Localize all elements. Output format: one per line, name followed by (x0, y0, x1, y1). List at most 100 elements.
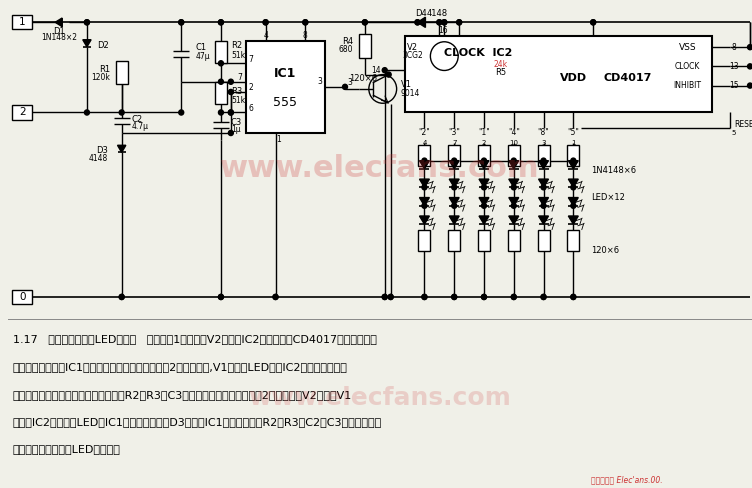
Circle shape (219, 20, 223, 25)
Text: 9014: 9014 (401, 88, 420, 98)
Text: 0: 0 (19, 292, 26, 302)
Text: D4: D4 (416, 9, 427, 18)
Circle shape (541, 203, 546, 208)
Circle shape (511, 158, 516, 163)
Text: 4.7μ: 4.7μ (132, 122, 149, 131)
Circle shape (422, 185, 427, 190)
Circle shape (747, 64, 752, 69)
Bar (478, 145, 490, 166)
Text: 47μ: 47μ (195, 52, 210, 61)
Text: 6: 6 (249, 104, 253, 113)
Circle shape (84, 110, 89, 115)
Text: www.elecfans.com: www.elecfans.com (220, 154, 540, 183)
Text: CLOCK: CLOCK (675, 62, 700, 71)
Polygon shape (538, 198, 548, 206)
Circle shape (422, 294, 427, 300)
Text: 4: 4 (422, 140, 426, 146)
Text: 4148: 4148 (427, 9, 448, 18)
Circle shape (456, 20, 462, 25)
Text: VDD: VDD (559, 73, 587, 83)
Circle shape (388, 294, 393, 300)
Circle shape (591, 20, 596, 25)
Circle shape (219, 79, 223, 84)
Text: 7: 7 (452, 140, 456, 146)
Text: 7: 7 (237, 73, 242, 82)
Polygon shape (509, 216, 519, 224)
Circle shape (571, 158, 576, 163)
Polygon shape (420, 198, 429, 206)
Polygon shape (509, 198, 519, 206)
Circle shape (452, 294, 456, 300)
Text: 1: 1 (19, 17, 26, 27)
Bar (13, 15, 32, 29)
Circle shape (179, 110, 183, 115)
Polygon shape (569, 198, 578, 206)
Bar (478, 230, 490, 251)
Text: 为从中间向两边巡回点亮。振荡频率由R2、R3、C3决定，闪烁较快。当电源由2端接入时，V2截止，V1: 为从中间向两边巡回点亮。振荡频率由R2、R3、C3决定，闪烁较快。当电源由2端接… (13, 389, 352, 400)
Circle shape (84, 20, 89, 25)
Text: 51k: 51k (231, 51, 245, 60)
Circle shape (263, 20, 268, 25)
Bar (215, 81, 227, 104)
Circle shape (415, 20, 420, 25)
Bar (359, 34, 371, 58)
Text: 1.17   摩托车工具箱用LED闪烁板   当电源从1端接入时V2导通，IC2得电工作。CD4017构成六进计数: 1.17 摩托车工具箱用LED闪烁板 当电源从1端接入时V2导通，IC2得电工作… (13, 334, 377, 345)
Bar (508, 145, 520, 166)
Text: "8": "8" (538, 128, 550, 138)
Circle shape (422, 294, 427, 300)
Bar (567, 145, 579, 166)
Circle shape (342, 84, 347, 89)
Text: "2": "2" (419, 128, 430, 138)
Circle shape (541, 158, 546, 163)
Text: D3: D3 (96, 146, 108, 155)
Text: 5: 5 (732, 130, 736, 136)
Polygon shape (420, 216, 429, 224)
Polygon shape (509, 179, 519, 187)
Text: 1: 1 (276, 135, 281, 143)
Polygon shape (538, 179, 548, 187)
Text: 8: 8 (303, 31, 308, 40)
Polygon shape (417, 17, 426, 27)
Text: R4: R4 (342, 37, 353, 46)
Circle shape (456, 20, 462, 25)
Text: 慢。闪光效果为整排LED一起亮。: 慢。闪光效果为整排LED一起亮。 (13, 444, 120, 454)
Text: RESET: RESET (734, 120, 752, 129)
Text: 120k: 120k (91, 73, 110, 82)
Text: 10: 10 (509, 140, 518, 146)
Bar (215, 41, 227, 63)
Text: 7: 7 (249, 55, 253, 64)
Circle shape (541, 294, 546, 300)
Text: 16: 16 (438, 26, 448, 35)
Circle shape (219, 61, 223, 66)
Polygon shape (569, 161, 578, 169)
Circle shape (571, 294, 576, 300)
Text: INHIBIT: INHIBIT (674, 81, 702, 90)
Circle shape (541, 185, 546, 190)
Text: C1: C1 (195, 43, 206, 52)
Bar (405, 36, 712, 112)
Text: 51k: 51k (231, 96, 245, 105)
Circle shape (747, 83, 752, 88)
Text: 3CG2: 3CG2 (402, 51, 423, 60)
Circle shape (481, 185, 487, 190)
Bar (246, 41, 325, 133)
Text: 3: 3 (541, 140, 546, 146)
Circle shape (422, 158, 427, 163)
Circle shape (481, 158, 487, 163)
Circle shape (571, 185, 576, 190)
Text: 120×6: 120×6 (349, 74, 377, 83)
Text: 导通，IC2不工作，LED受IC1输出控制。由于D3导通，IC1的振荡频率由R2、R3、C2、C3决定，闪烁较: 导通，IC2不工作，LED受IC1输出控制。由于D3导通，IC1的振荡频率由R2… (13, 417, 382, 427)
Polygon shape (83, 40, 91, 47)
Text: 器，其时钟脉冲由IC1组成的多谐振荡器提供。由于2端没有加电,V1截止使LED只受IC2控制，闪光效果: 器，其时钟脉冲由IC1组成的多谐振荡器提供。由于2端没有加电,V1截止使LED只… (13, 363, 347, 372)
Text: R5: R5 (496, 68, 506, 77)
Circle shape (119, 110, 124, 115)
Bar (13, 290, 32, 304)
Text: C2: C2 (132, 115, 143, 124)
Circle shape (415, 20, 420, 25)
Bar (448, 230, 460, 251)
Circle shape (452, 158, 456, 163)
Circle shape (219, 110, 223, 115)
Text: V2: V2 (407, 43, 418, 52)
Circle shape (541, 294, 546, 300)
Text: 1μ: 1μ (231, 125, 241, 134)
